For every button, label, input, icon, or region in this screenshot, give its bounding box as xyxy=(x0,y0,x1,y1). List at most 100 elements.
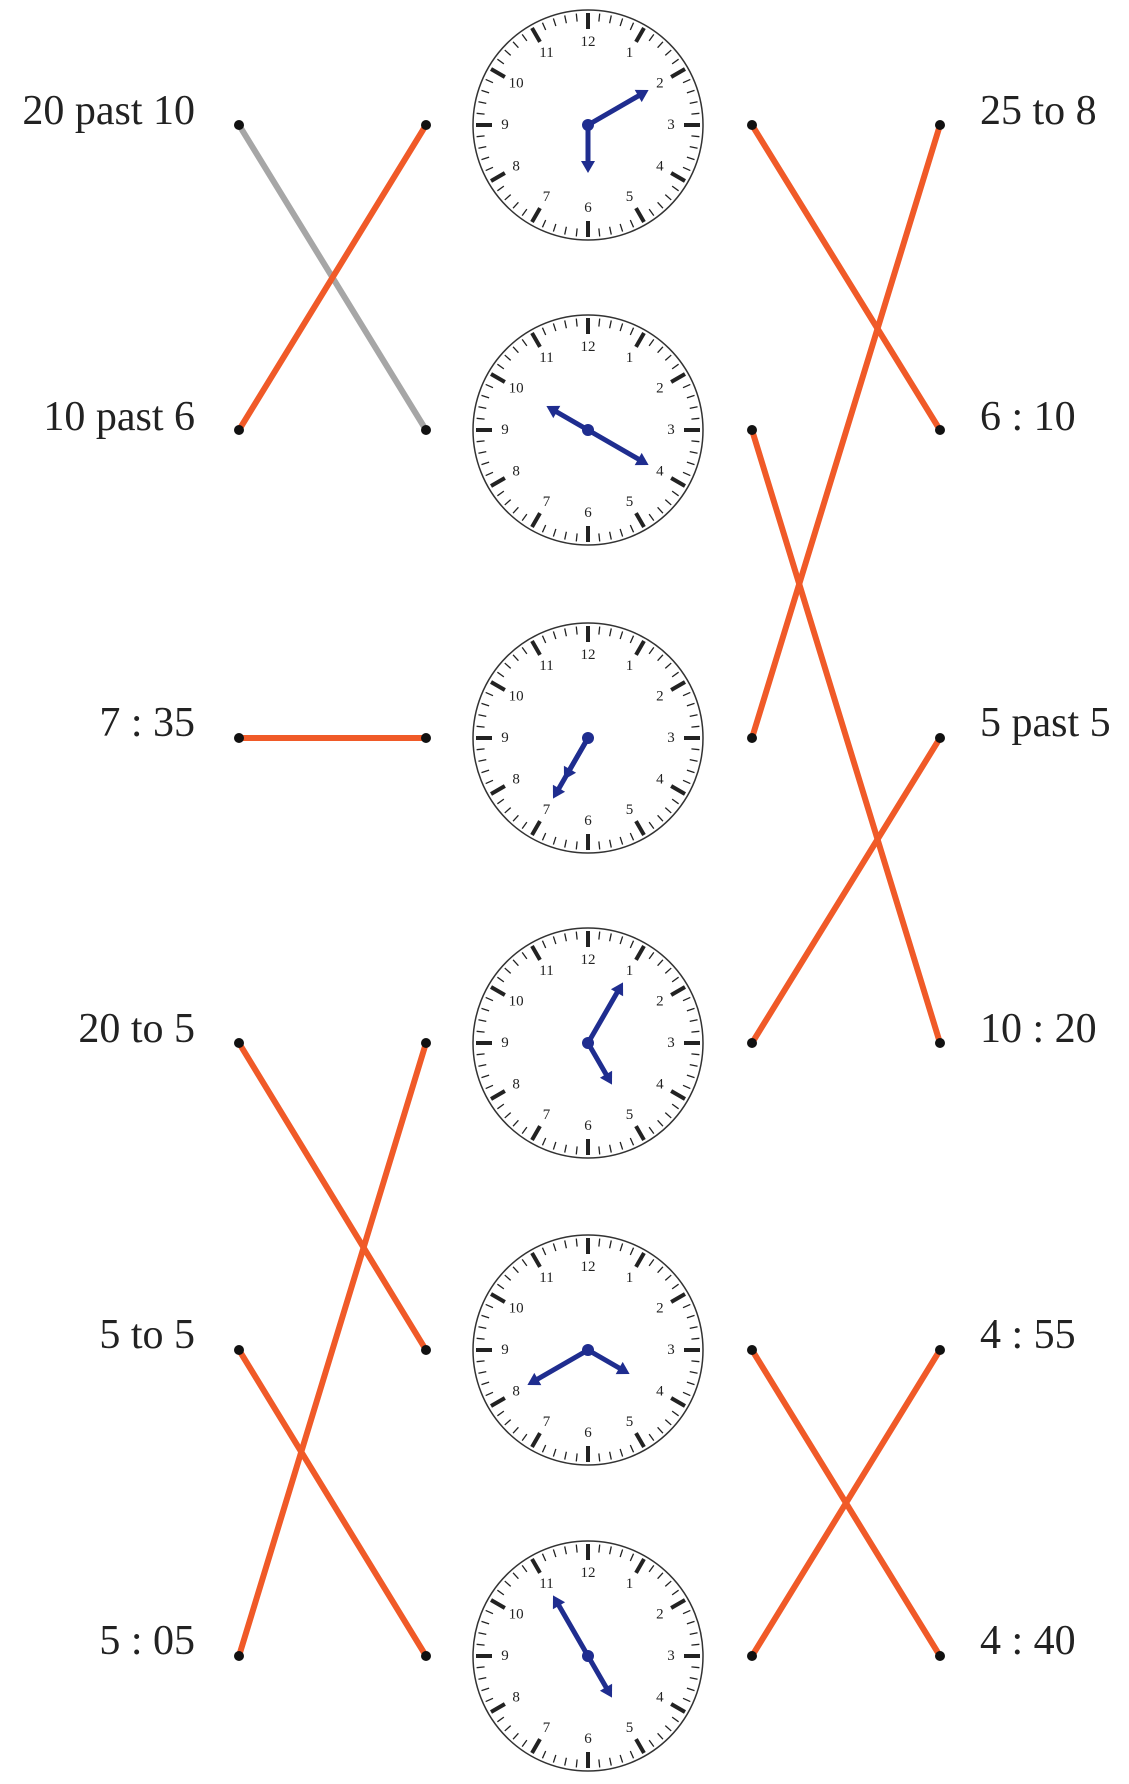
minute-tick xyxy=(552,528,557,537)
clock-numeral: 8 xyxy=(512,772,520,788)
minute-tick xyxy=(671,1716,679,1723)
minute-tick xyxy=(497,1589,505,1596)
minute-tick xyxy=(664,662,672,669)
minute-tick xyxy=(598,228,601,237)
minute-tick xyxy=(485,1084,494,1090)
minute-hand xyxy=(554,1601,591,1658)
minute-tick xyxy=(552,936,557,945)
minute-tick xyxy=(476,748,485,751)
hour-tick xyxy=(670,67,686,79)
hour-tick xyxy=(634,1252,646,1268)
clock-numeral: 11 xyxy=(539,658,553,674)
hour-tick xyxy=(490,67,506,79)
minute-tick xyxy=(481,1687,490,1692)
connection-dots xyxy=(234,120,945,1661)
clock-numeral: 2 xyxy=(656,76,664,92)
minute-tick xyxy=(686,156,695,161)
clock-numeral: 8 xyxy=(512,464,520,480)
minute-tick xyxy=(598,1146,601,1155)
clock-numeral: 6 xyxy=(584,813,592,829)
minute-tick xyxy=(497,185,505,192)
minute-tick xyxy=(552,631,557,640)
minute-tick xyxy=(478,1370,487,1374)
right-label-3: 5 past 5 xyxy=(980,700,1111,746)
clock-numeral: 5 xyxy=(626,1720,634,1736)
minute-tick xyxy=(481,394,490,399)
minute-tick xyxy=(521,1259,528,1267)
minute-tick xyxy=(619,323,624,332)
minute-tick xyxy=(485,779,494,785)
minute-tick xyxy=(691,1666,700,1669)
minute-hand-arrowhead xyxy=(552,784,566,799)
minute-tick xyxy=(512,506,519,514)
hour-tick xyxy=(530,640,542,656)
clock-numeral: 11 xyxy=(539,1576,553,1592)
minute-tick xyxy=(512,1119,519,1127)
minute-tick xyxy=(682,471,691,477)
minute-tick xyxy=(648,34,655,42)
right-label-dot-5 xyxy=(935,1345,945,1355)
minute-tick xyxy=(686,769,695,774)
minute-tick xyxy=(485,78,494,84)
left-label-dot-6 xyxy=(234,1651,244,1661)
clock-left-dot-1 xyxy=(421,120,431,130)
minute-tick xyxy=(476,417,485,420)
minute-tick xyxy=(657,1119,664,1127)
left-label-2: 10 past 6 xyxy=(43,394,195,440)
minute-tick xyxy=(689,758,698,762)
minute-tick xyxy=(485,1391,494,1397)
hour-tick xyxy=(670,1089,686,1101)
minute-tick xyxy=(671,58,679,65)
minute-tick xyxy=(512,814,519,822)
minute-tick xyxy=(541,219,547,228)
hour-tick xyxy=(634,640,646,656)
minute-tick xyxy=(608,628,612,637)
clock-numeral: 10 xyxy=(509,994,524,1010)
minute-tick xyxy=(629,22,635,31)
minute-tick xyxy=(481,769,490,774)
clock-numeral: 9 xyxy=(501,730,509,746)
minute-tick xyxy=(504,1112,512,1119)
minute-tick xyxy=(619,1448,624,1457)
hour-hand xyxy=(585,1654,611,1692)
minute-tick xyxy=(691,1053,700,1056)
minute-tick xyxy=(478,1676,487,1680)
minute-tick xyxy=(648,513,655,521)
clock-right-dot-6 xyxy=(747,1651,757,1661)
minute-tick xyxy=(504,1725,512,1732)
minute-tick xyxy=(598,626,601,635)
left-label-4: 20 to 5 xyxy=(78,1006,195,1052)
hour-tick xyxy=(670,1396,686,1408)
minute-tick xyxy=(476,1643,485,1646)
hour-tick xyxy=(530,27,542,43)
minute-tick xyxy=(478,450,487,454)
minute-tick xyxy=(478,1063,487,1067)
hour-tick xyxy=(634,27,646,43)
left-label-5: 5 to 5 xyxy=(99,1312,195,1358)
minute-tick xyxy=(598,533,601,542)
clock-numeral: 4 xyxy=(656,159,664,175)
clock-numeral: 1 xyxy=(626,350,634,366)
minute-tick xyxy=(657,41,664,49)
clock-column: 1212345678910111212345678910111212345678… xyxy=(472,9,704,1772)
minute-tick xyxy=(648,1259,655,1267)
minute-tick xyxy=(657,1266,664,1274)
minute-tick xyxy=(485,166,494,172)
minute-tick xyxy=(481,1074,490,1079)
minute-tick xyxy=(485,691,494,697)
hour-tick xyxy=(490,476,506,488)
minute-tick xyxy=(629,1553,635,1562)
minute-tick xyxy=(564,320,568,329)
minute-tick xyxy=(671,1103,679,1110)
minute-tick xyxy=(682,1697,691,1703)
minute-tick xyxy=(686,89,695,94)
minute-tick xyxy=(686,1381,695,1386)
clock-numeral: 12 xyxy=(581,1259,596,1275)
minute-tick xyxy=(504,662,512,669)
minute-tick xyxy=(541,22,547,31)
right-connection-line-1 xyxy=(749,122,943,433)
minute-tick xyxy=(541,635,547,644)
minute-tick xyxy=(481,702,490,707)
connection-lines xyxy=(236,122,943,1659)
clock-numeral: 8 xyxy=(512,1690,520,1706)
